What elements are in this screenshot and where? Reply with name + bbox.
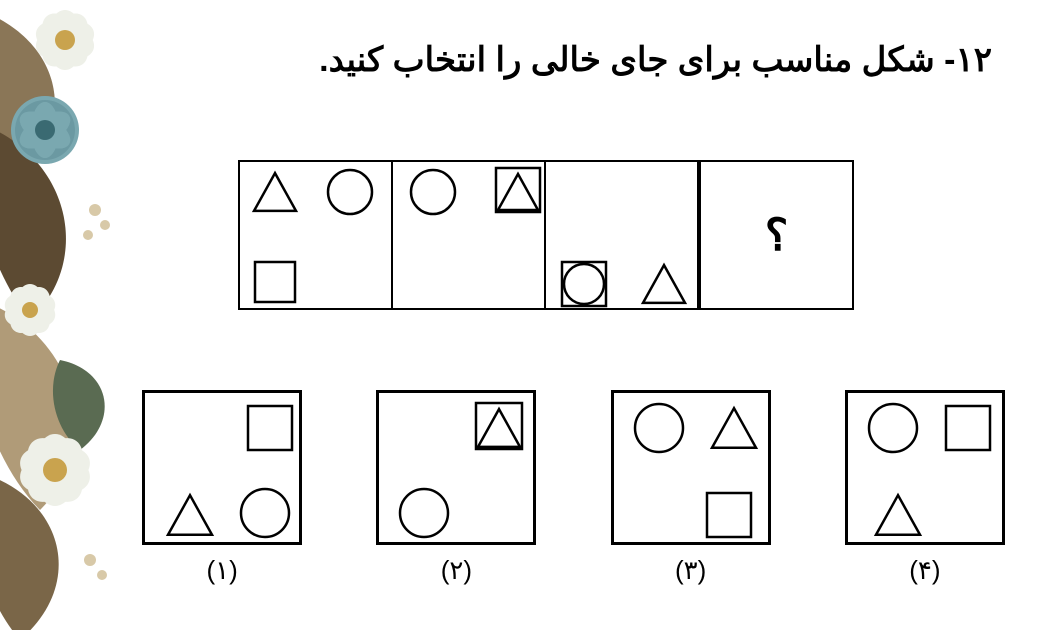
options-container: (۱) (۲) (۳) (۴) bbox=[130, 390, 1017, 586]
sequence-container: ؟ bbox=[240, 160, 854, 310]
sequence-cell-1 bbox=[238, 160, 393, 310]
option-label: (۳) bbox=[675, 555, 706, 586]
option-2[interactable]: (۲) bbox=[376, 390, 536, 586]
option-3[interactable]: (۳) bbox=[611, 390, 771, 586]
option-label: (۲) bbox=[441, 555, 472, 586]
option-4[interactable]: (۴) bbox=[845, 390, 1005, 586]
sequence-cell-4: ؟ bbox=[699, 160, 854, 310]
option-box bbox=[845, 390, 1005, 545]
option-label: (۱) bbox=[206, 555, 237, 586]
option-box bbox=[376, 390, 536, 545]
question-mark: ؟ bbox=[701, 162, 852, 308]
option-box bbox=[142, 390, 302, 545]
sequence-cell-2 bbox=[391, 160, 546, 310]
option-1[interactable]: (۱) bbox=[142, 390, 302, 586]
sequence-cell-3 bbox=[544, 160, 699, 310]
decorative-flowers bbox=[0, 0, 130, 630]
page: ۱۲- شکل مناسب برای جای خالی را انتخاب کن… bbox=[0, 0, 1057, 630]
option-box bbox=[611, 390, 771, 545]
question-text: ۱۲- شکل مناسب برای جای خالی را انتخاب کن… bbox=[319, 40, 992, 80]
option-label: (۴) bbox=[909, 555, 940, 586]
